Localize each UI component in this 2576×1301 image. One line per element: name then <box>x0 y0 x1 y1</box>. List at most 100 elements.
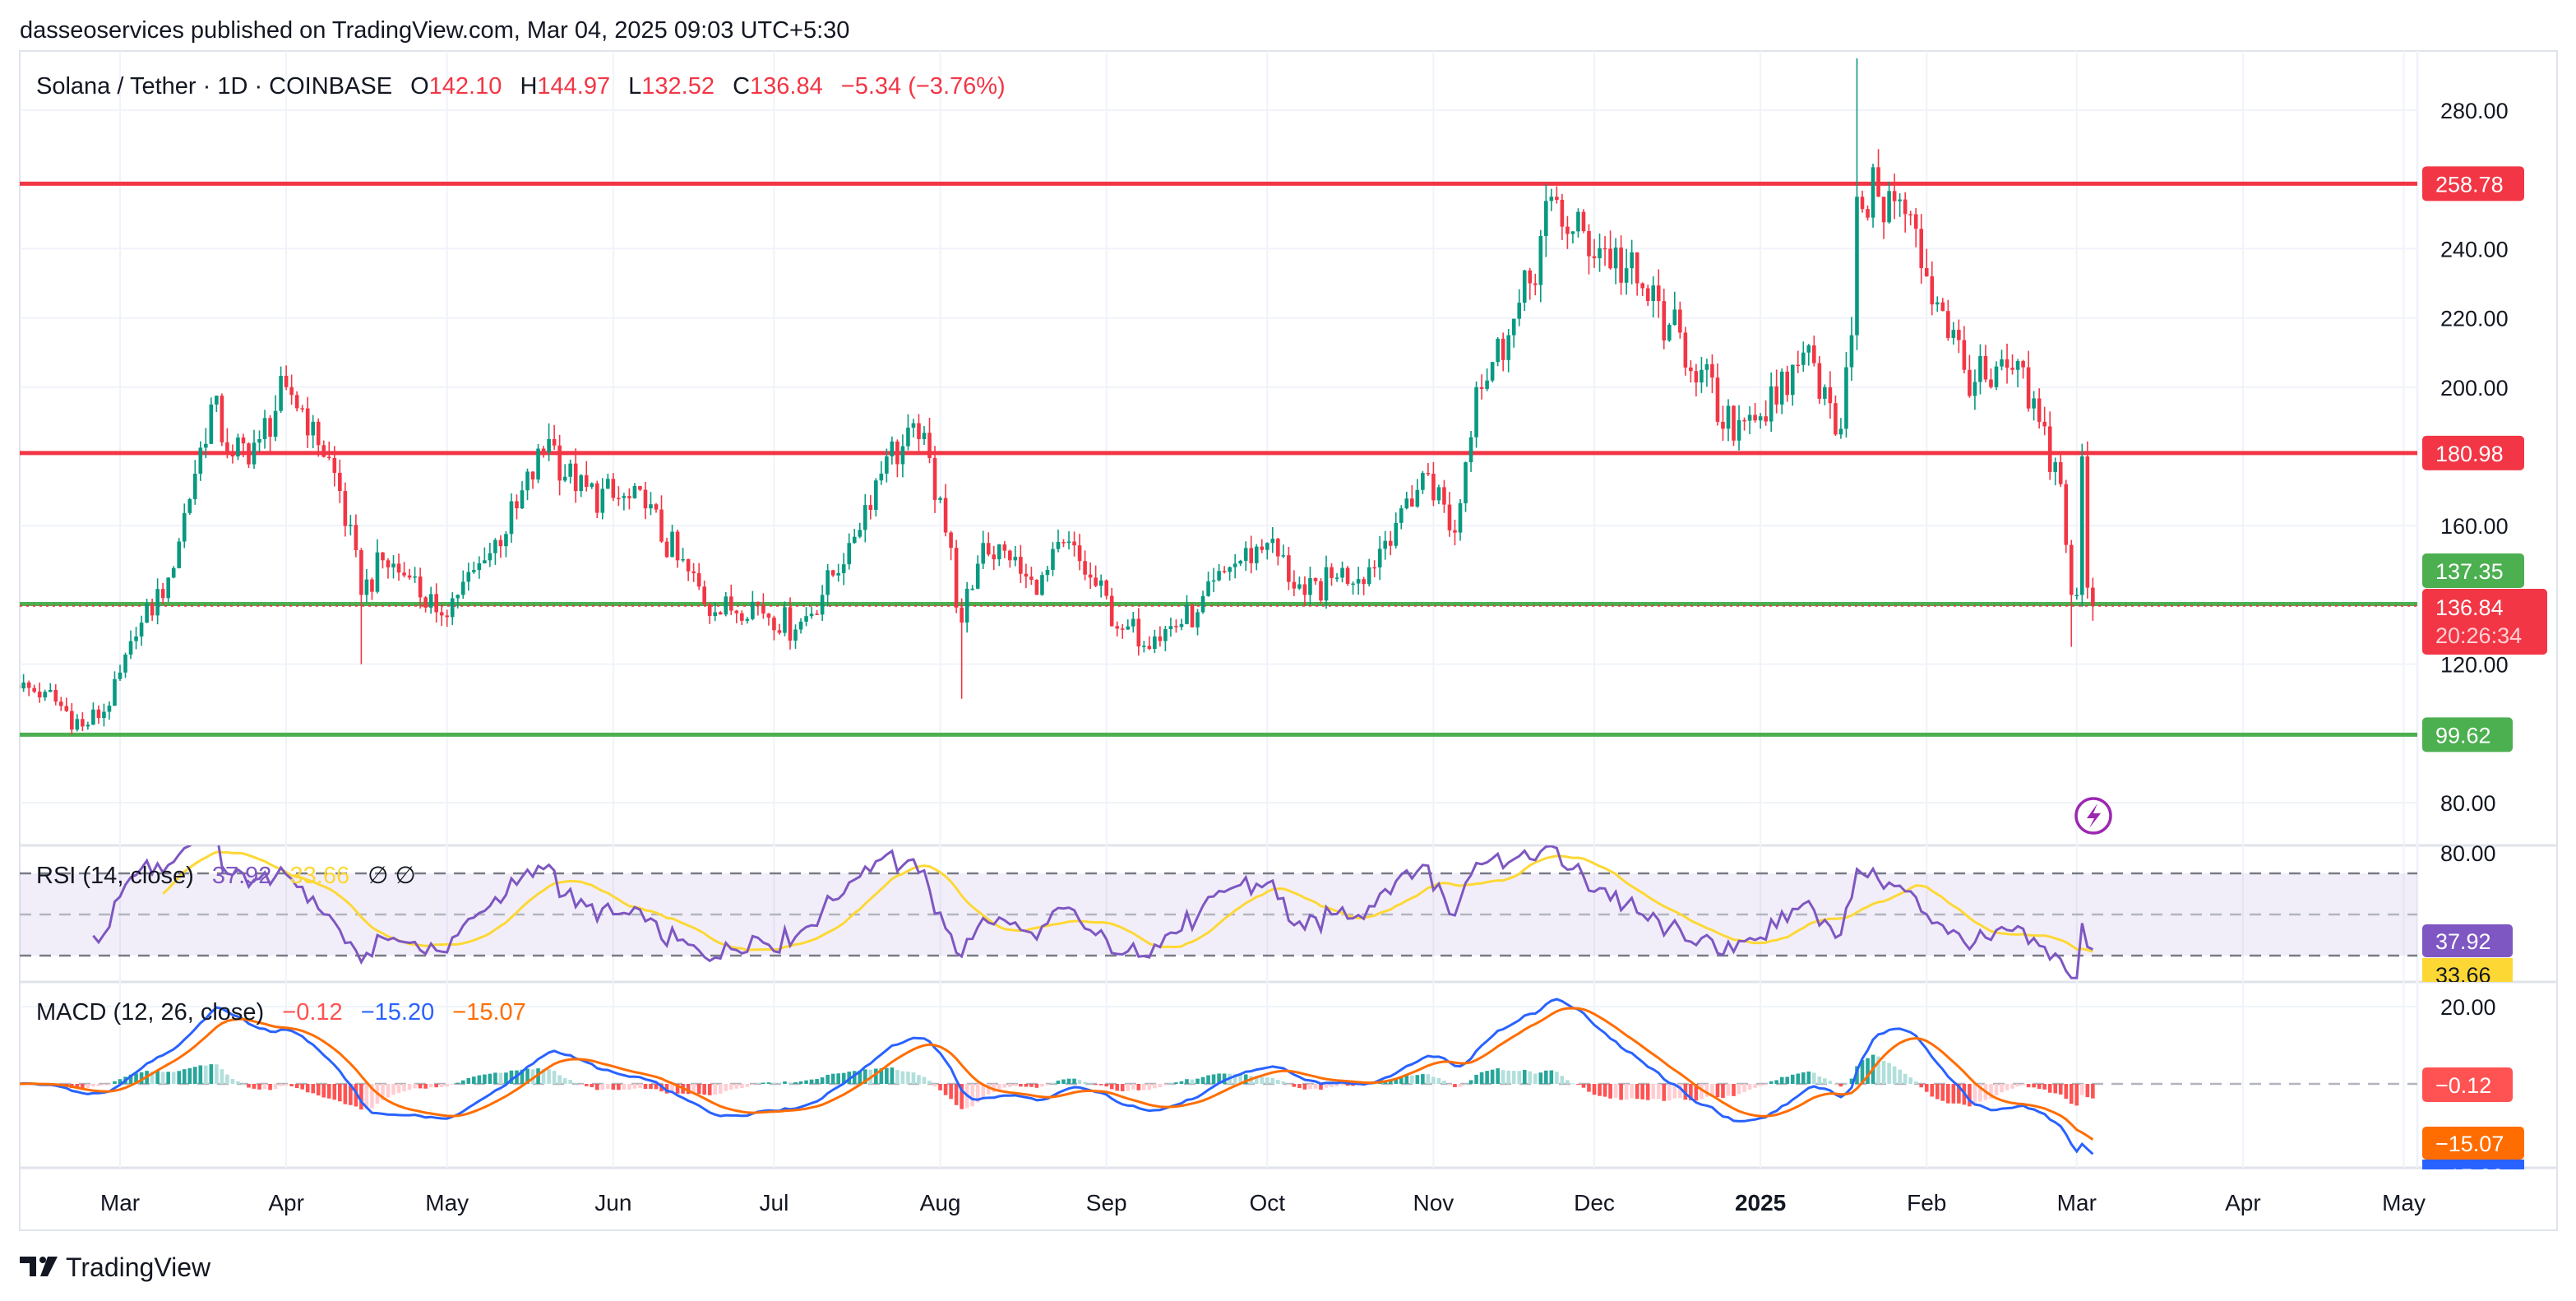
macd-histogram-bar <box>1287 1084 1291 1085</box>
macd-histogram-bar <box>113 1081 117 1084</box>
candle-body <box>1436 487 1441 501</box>
macd-histogram-bar <box>1330 1084 1334 1087</box>
candle-body <box>1919 229 1924 269</box>
candle-body <box>1083 561 1087 575</box>
candle-body <box>1479 387 1484 389</box>
candle-down <box>294 391 299 412</box>
candle-body <box>1356 579 1361 584</box>
candle-down <box>407 568 412 581</box>
candle-body <box>300 408 304 410</box>
macd-histogram-bar <box>1881 1061 1886 1084</box>
candle-up <box>209 397 214 445</box>
candle-down <box>1866 205 1870 221</box>
candle-body <box>863 505 867 530</box>
candle-up <box>166 576 170 603</box>
candle-body <box>204 443 208 448</box>
candle-down <box>247 442 251 469</box>
candle-up <box>450 592 455 625</box>
candle-body <box>1496 338 1500 363</box>
macd-histogram-bar <box>1185 1079 1189 1084</box>
candle-body <box>2000 359 2004 367</box>
candle-body <box>407 575 412 578</box>
candle-body <box>718 612 723 615</box>
macd-histogram-bar <box>1790 1074 1795 1084</box>
candle-down <box>557 434 562 496</box>
macd-histogram-bar <box>294 1084 299 1089</box>
macd-histogram-bar <box>504 1072 508 1084</box>
symbol-legend[interactable]: Solana / Tether · 1D · COINBASE O142.10 … <box>36 73 1006 100</box>
macd-histogram-bar <box>160 1072 165 1084</box>
time-axis-label: Aug <box>920 1190 961 1215</box>
candle-body <box>1801 352 1806 365</box>
candle-down <box>332 446 337 487</box>
candle-body <box>381 552 385 561</box>
macd-histogram-bar <box>1994 1084 1999 1096</box>
candle-down <box>2064 479 2069 553</box>
candle-up <box>1436 484 1441 505</box>
candle-down <box>1957 319 1961 354</box>
candle-down <box>241 433 246 457</box>
macd-histogram-bar <box>584 1084 589 1086</box>
candle-body <box>943 498 948 533</box>
candle-up <box>1367 558 1371 587</box>
rsi-legend[interactable]: RSI (14, close) 37.92 33.66 ∅ ∅ <box>36 863 416 889</box>
candle-up <box>1464 461 1468 512</box>
macd-histogram-bar <box>1576 1084 1580 1086</box>
event-lightning-icon[interactable] <box>2074 797 2112 835</box>
candle-down <box>766 613 771 626</box>
candle-down <box>1715 363 1720 426</box>
candle-body <box>1034 580 1039 595</box>
candle-down <box>611 473 616 502</box>
macd-histogram-bar <box>675 1084 680 1094</box>
macd-histogram-bar <box>1678 1084 1682 1099</box>
candle-up <box>1758 413 1763 429</box>
candle-down <box>284 365 289 391</box>
candle-body <box>1528 270 1533 284</box>
candle-up <box>1667 322 1672 342</box>
macd-histogram-bar <box>1120 1084 1125 1091</box>
candle-body <box>1024 573 1029 577</box>
candle-down <box>643 481 648 520</box>
candle-down <box>515 494 519 520</box>
macd-histogram-bar <box>1153 1084 1157 1089</box>
candle-body <box>1474 387 1478 438</box>
candle-body <box>1228 567 1232 572</box>
candle-body <box>375 552 380 592</box>
candle-body <box>349 525 353 526</box>
candle-down <box>321 440 326 458</box>
candle-up <box>1040 572 1044 596</box>
macd-histogram-bar <box>1056 1081 1061 1084</box>
macd-histogram-bar <box>2021 1084 2025 1086</box>
candle-body <box>515 501 519 509</box>
macd-histogram-bar <box>890 1067 895 1084</box>
candle-down <box>1083 550 1087 581</box>
candle-up <box>858 522 863 539</box>
candle-up <box>257 430 261 452</box>
candle-down <box>1158 626 1163 647</box>
macd-histogram-bar <box>86 1084 90 1089</box>
candle-body <box>466 572 471 582</box>
macd-legend[interactable]: MACD (12, 26, close) −0.12 −15.20 −15.07 <box>36 999 526 1026</box>
macd-histogram-bar <box>1034 1084 1039 1088</box>
candle-body <box>713 612 718 617</box>
macd-histogram-bar <box>262 1084 267 1089</box>
tradingview-logo[interactable]: TradingView <box>20 1252 211 1282</box>
candle-body <box>954 548 959 608</box>
candle-body <box>305 408 310 436</box>
macd-histogram-bar <box>627 1084 631 1090</box>
macd-histogram-bar <box>1051 1082 1055 1084</box>
macd-histogram-bar <box>788 1082 793 1084</box>
candle-up <box>252 429 257 470</box>
macd-histogram-bar <box>1689 1084 1693 1100</box>
candle-body <box>289 387 294 396</box>
candle-body <box>1533 283 1538 285</box>
macd-histogram-bar <box>1179 1081 1184 1084</box>
candle-up <box>1238 559 1242 567</box>
candle-body <box>1297 584 1302 589</box>
macd-histogram-bar <box>1072 1078 1076 1084</box>
candle-body <box>1077 545 1082 562</box>
candle-down <box>1785 365 1790 402</box>
candle-up <box>509 493 514 543</box>
candle-body <box>1404 498 1409 509</box>
